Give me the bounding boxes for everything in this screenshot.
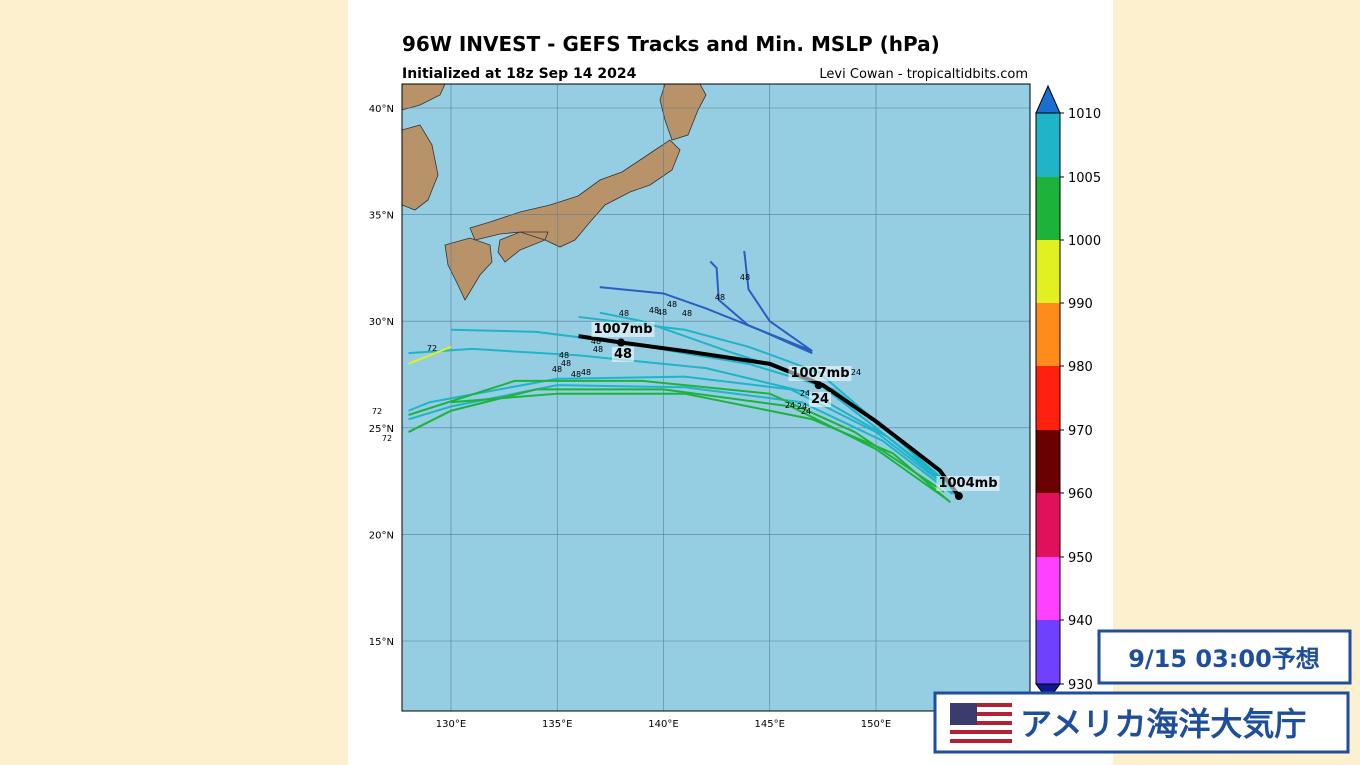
us-flag — [950, 703, 1012, 743]
colorbar-segment — [1036, 493, 1060, 557]
map — [402, 84, 1030, 711]
colorbar-label: 930 — [1068, 678, 1093, 693]
colorbar-label: 1000 — [1068, 234, 1101, 249]
lon-label: 135°E — [542, 719, 572, 730]
colorbar: 1010 1005 1000 990 980 970 960 950 940 930 — [1035, 84, 1101, 701]
lon-label: 150°E — [861, 719, 891, 730]
colorbar-label: 940 — [1068, 614, 1093, 629]
track-label: 24 — [785, 401, 795, 410]
lon-label: 130°E — [436, 719, 466, 730]
colorbar-label: 990 — [1068, 297, 1093, 312]
lat-label: 30°N — [369, 317, 394, 328]
source-box — [933, 691, 1350, 754]
lat-label: 35°N — [369, 211, 394, 222]
hour-label: 24 — [811, 392, 829, 407]
track — [408, 345, 452, 365]
hour-label: 48 — [614, 347, 632, 362]
track-label: 72 — [372, 407, 382, 416]
track-label: 48 — [715, 293, 725, 302]
track-label: 48 — [619, 309, 629, 318]
colorbar-segment — [1036, 620, 1060, 684]
track-label: 48 — [552, 365, 562, 374]
time-box — [1097, 629, 1352, 685]
colorbar-label: 960 — [1068, 487, 1093, 502]
title: 96W INVEST - GEFS Tracks and Min. MSLP (… — [402, 32, 940, 56]
source-label: アメリカ海洋大気庁 — [1020, 705, 1306, 743]
subtitle: Initialized at 18z Sep 14 2024 — [402, 66, 637, 82]
colorbar-segment — [1036, 557, 1060, 620]
label-bg — [591, 322, 655, 337]
track-label: 48 — [667, 300, 677, 309]
colorbar-segment — [1036, 240, 1060, 303]
colorbar-label: 980 — [1068, 360, 1093, 375]
track-label: 48 — [571, 370, 581, 379]
pressure-label: 1004mb — [938, 476, 997, 491]
track-label: 24 — [801, 407, 811, 416]
lat-label: 25°N — [369, 424, 394, 435]
land — [402, 84, 446, 211]
track-label: 24 — [800, 389, 810, 398]
track-label: 72 — [427, 344, 437, 353]
credit: Levi Cowan - tropicaltidbits.com — [819, 67, 1028, 82]
map-frame — [401, 83, 1031, 712]
lat-label: 15°N — [369, 637, 394, 648]
lon-label: 145°E — [755, 719, 785, 730]
pressure-label: 1007mb — [593, 322, 652, 337]
mean-point — [617, 338, 625, 347]
mean-point — [814, 381, 823, 390]
track-label: 48 — [593, 345, 603, 354]
track — [450, 392, 952, 504]
lat-label: 40°N — [369, 104, 394, 115]
track — [408, 384, 954, 495]
mean-point — [954, 492, 963, 501]
track-label: 24 — [797, 402, 807, 411]
track-label: 48 — [649, 306, 659, 315]
track — [408, 388, 949, 502]
label-bg — [611, 347, 635, 362]
track — [743, 250, 813, 352]
track-label: 72 — [382, 434, 392, 443]
lon-label: 140°E — [648, 719, 678, 730]
land — [444, 84, 707, 301]
track-label: 48 — [561, 359, 571, 368]
track-label: 48 — [591, 337, 601, 346]
track — [709, 260, 813, 352]
colorbar-segment — [1036, 113, 1060, 177]
pressure-label: 1007mb — [790, 366, 849, 381]
colorbar-segment — [1036, 430, 1060, 493]
track-label: 48 — [581, 368, 591, 377]
label-bg — [936, 476, 1000, 491]
colorbar-label: 950 — [1068, 551, 1093, 566]
colorbar-segment — [1036, 177, 1060, 240]
track — [408, 375, 951, 491]
lat-label: 20°N — [369, 530, 394, 541]
time-label: 9/15 03:00予想 — [1128, 645, 1320, 673]
track-label: 24 — [851, 368, 861, 377]
colorbar-segment — [1036, 366, 1060, 430]
track-label: 48 — [682, 309, 692, 318]
track-label: 48 — [559, 351, 569, 360]
colorbar-frame — [1035, 112, 1061, 685]
label-bg — [788, 366, 852, 381]
colorbar-label: 1010 — [1068, 107, 1101, 122]
colorbar-label: 970 — [1068, 424, 1093, 439]
colorbar-segment — [1036, 303, 1060, 366]
track-label: 48 — [657, 308, 667, 317]
track — [408, 379, 945, 493]
label-bg — [808, 392, 832, 407]
tracks — [408, 250, 963, 504]
colorbar-label: 1005 — [1068, 171, 1101, 186]
track-label: 48 — [740, 273, 750, 282]
